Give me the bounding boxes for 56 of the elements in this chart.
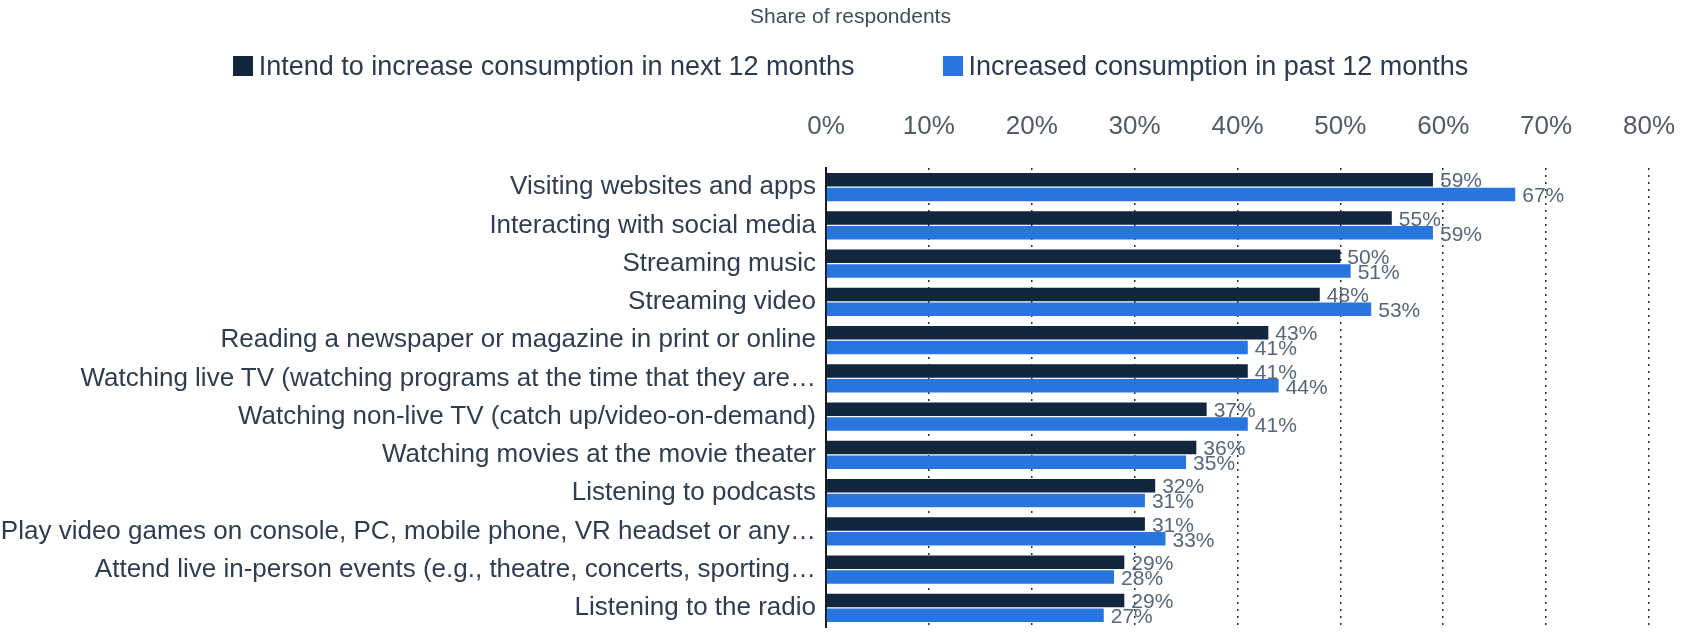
bar: [826, 478, 1156, 493]
data-label: 53%: [1378, 298, 1421, 322]
bar: [826, 211, 1392, 225]
x-tick-label: 0%: [807, 109, 845, 140]
data-label: 67%: [1522, 183, 1565, 207]
data-label: 55%: [1398, 206, 1441, 230]
x-tick-label: 10%: [902, 109, 955, 140]
legend-label: Increased consumption in past 12 months: [968, 50, 1469, 82]
bar: [826, 440, 1197, 455]
x-tick-label: 30%: [1108, 109, 1161, 140]
y-tick-label: Streaming video: [628, 285, 816, 316]
y-tick-label: Streaming music: [622, 246, 816, 277]
x-tick-label: 20%: [1005, 109, 1058, 140]
data-label: 59%: [1439, 221, 1482, 245]
y-tick-label: Play video games on console, PC, mobile phone, VR headset or any…: [0, 514, 816, 545]
data-label: 41%: [1254, 412, 1297, 436]
bar: [826, 593, 1125, 608]
bar: [826, 172, 1433, 187]
bar: [826, 517, 1145, 531]
x-tick-label: 70%: [1520, 109, 1573, 140]
y-tick-label: Watching movies at the movie theater: [381, 438, 817, 469]
bar: [826, 570, 1115, 584]
bar: [826, 364, 1248, 378]
bar: [826, 379, 1279, 393]
data-label: 59%: [1439, 168, 1482, 192]
x-tick-label: 60%: [1417, 109, 1470, 140]
legend-label: Intend to increase consumption in next 12 months: [258, 50, 855, 82]
bar: [826, 187, 1516, 202]
x-tick-label: 40%: [1211, 109, 1264, 140]
bar: [826, 417, 1248, 431]
bar: [826, 264, 1351, 278]
y-tick-label: Listening to the radio: [574, 591, 816, 622]
bar: [826, 555, 1125, 569]
bar: [826, 302, 1372, 317]
bar: [826, 402, 1207, 416]
x-tick-label: 50%: [1314, 109, 1367, 140]
bar: [826, 287, 1320, 302]
y-tick-label: Listening to podcasts: [571, 476, 816, 507]
bar: [826, 532, 1166, 546]
bar: [826, 325, 1269, 340]
bar: [826, 493, 1145, 508]
data-label: 48%: [1326, 283, 1369, 307]
y-tick-label: Reading a newspaper or magazine in print or online: [220, 323, 816, 354]
bar: [826, 226, 1433, 240]
y-tick-label: Watching live TV (watching programs at the time that they are…: [80, 361, 816, 392]
y-tick-label: Visiting websites and apps: [510, 170, 816, 201]
y-tick-label: Watching non-live TV (catch up/video-on-demand): [237, 399, 816, 430]
bar: [826, 608, 1104, 623]
data-label: 37%: [1213, 397, 1256, 421]
x-tick-label: 80%: [1622, 109, 1675, 140]
y-tick-label: Attend live in-person events (e.g., theatre, concerts, sporting…: [94, 552, 816, 583]
text: Share of respondents: [750, 3, 951, 29]
bar: [826, 340, 1248, 355]
bar: [826, 455, 1187, 470]
bar: [826, 249, 1341, 263]
y-tick-label: Interacting with social media: [489, 208, 817, 239]
